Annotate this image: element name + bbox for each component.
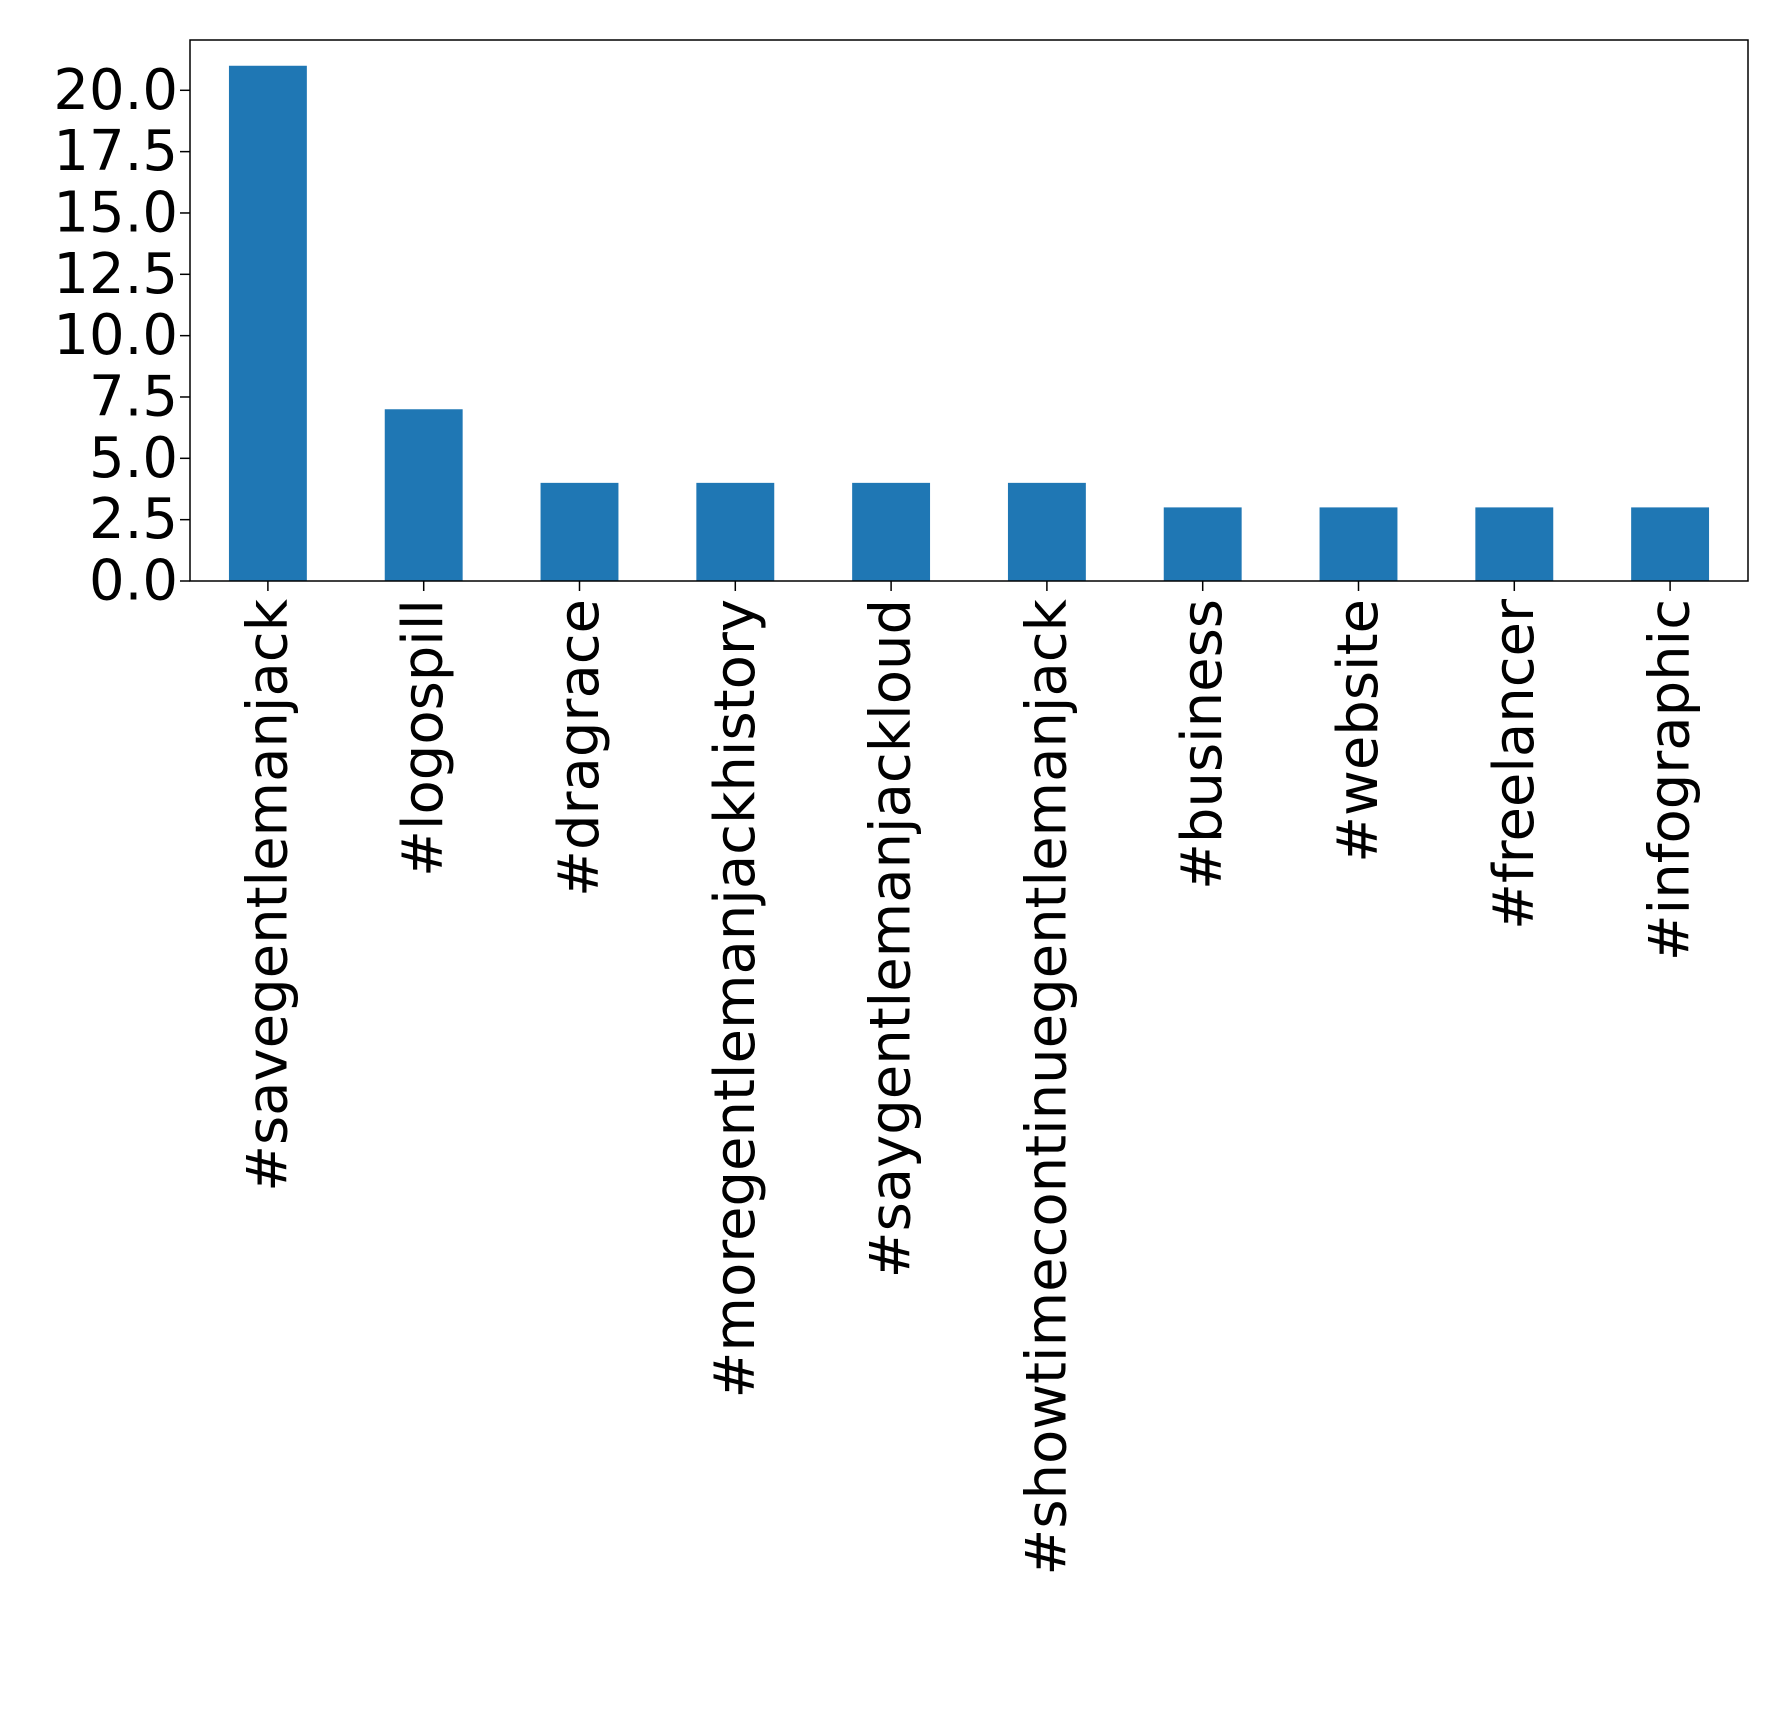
- x-tick-label: #showtimecontinuegentlemanjack: [1014, 598, 1079, 1575]
- plot-frame: [189, 39, 1749, 582]
- bar: [540, 482, 619, 581]
- x-tick-label: #dragrace: [547, 599, 612, 897]
- x-tick-label: #website: [1326, 599, 1391, 863]
- y-tick-label: 10.0: [53, 303, 178, 368]
- y-tick-label: 2.5: [89, 487, 178, 552]
- x-tick-label: #freelancer: [1482, 598, 1547, 930]
- x-tick-label: #business: [1170, 599, 1235, 890]
- bars-group: [228, 65, 1710, 581]
- y-tick-label: 12.5: [53, 242, 178, 307]
- y-tick-label: 7.5: [89, 364, 178, 429]
- bar: [1163, 507, 1242, 581]
- bar: [1475, 507, 1554, 581]
- y-tick-label: 5.0: [89, 426, 178, 491]
- y-tick-label: 0.0: [89, 549, 178, 614]
- x-tick-label: #moregentlemanjackhistory: [703, 599, 768, 1399]
- x-tick-label: #savegentlemanjack: [235, 598, 300, 1191]
- bar: [1319, 507, 1398, 581]
- bar: [852, 482, 931, 581]
- x-tick-label: #infographic: [1638, 599, 1703, 961]
- bar: [1631, 507, 1710, 581]
- y-tick-label: 17.5: [53, 119, 178, 184]
- y-tick-label: 15.0: [53, 180, 178, 245]
- x-axis: #savegentlemanjack #logospill #dragrace #mo…: [235, 581, 1703, 1576]
- x-tick-label: #saygentlemanjackloud: [859, 599, 924, 1278]
- bar: [384, 409, 463, 581]
- bar: [696, 482, 775, 581]
- y-tick-label: 20.0: [53, 58, 178, 123]
- bar: [228, 65, 307, 581]
- y-axis: 0.02.55.07.510.012.515.017.520.0: [53, 58, 190, 614]
- x-tick-label: #logospill: [391, 599, 456, 877]
- bar: [1007, 482, 1086, 581]
